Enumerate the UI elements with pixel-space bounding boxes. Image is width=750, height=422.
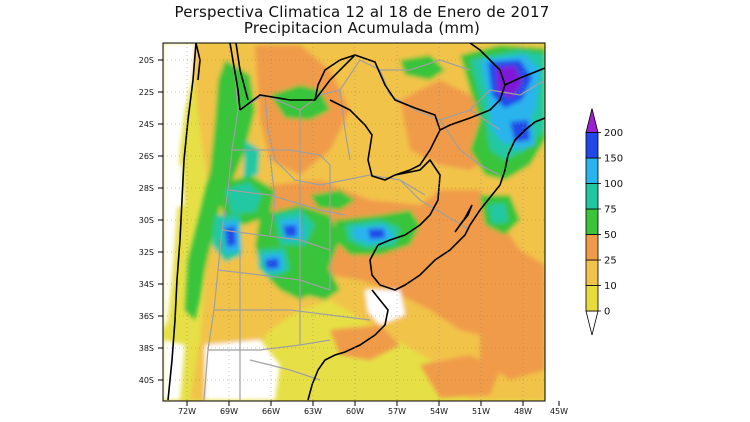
colorbar-level-label: 10 xyxy=(604,281,617,292)
colorbar-segment xyxy=(585,234,599,261)
colorbar-segment xyxy=(585,157,599,184)
lon-tick-label: 69W xyxy=(220,407,238,416)
colorbar-level-label: 0 xyxy=(604,307,610,318)
map-title: Perspectiva Climatica 12 al 18 de Enero … xyxy=(0,4,750,36)
colorbar-over-triangle xyxy=(585,108,599,133)
lat-tick-label: 32S xyxy=(139,248,154,257)
map-plot-area xyxy=(163,43,545,401)
lon-tick-label: 60W xyxy=(346,407,364,416)
colorbar-level-label: 200 xyxy=(604,128,623,139)
lat-tick-label: 24S xyxy=(139,120,154,129)
lat-tick-label: 28S xyxy=(139,184,154,193)
lat-tick-label: 30S xyxy=(139,216,154,225)
lat-tick-label: 20S xyxy=(139,56,154,65)
lon-tick-label: 72W xyxy=(178,407,196,416)
lon-tick-label: 48W xyxy=(514,407,532,416)
colorbar-segment xyxy=(585,285,599,312)
colorbar-level-label: 25 xyxy=(604,256,617,267)
colorbar-level-label: 100 xyxy=(604,179,623,190)
colorbar-level-label: 75 xyxy=(604,205,617,216)
lon-tick-label: 45W xyxy=(550,407,568,416)
colorbar-segment xyxy=(585,183,599,210)
colorbar-segment xyxy=(585,208,599,235)
colorbar-level-label: 50 xyxy=(604,230,617,241)
lat-tick-label: 36S xyxy=(139,312,154,321)
map-frame xyxy=(162,42,546,402)
lat-tick-label: 26S xyxy=(139,152,154,161)
colorbar-segment xyxy=(585,259,599,286)
colorbar-segment xyxy=(585,132,599,159)
country-province-borders xyxy=(203,43,545,401)
lon-tick-label: 66W xyxy=(262,407,280,416)
lat-tick-label: 34S xyxy=(139,280,154,289)
lat-tick-label: 38S xyxy=(139,344,154,353)
colorbar-level-label: 150 xyxy=(604,154,623,165)
lat-tick-label: 40S xyxy=(139,376,154,385)
title-line-2: Precipitacion Acumulada (mm) xyxy=(243,19,481,37)
lon-tick-label: 63W xyxy=(304,407,322,416)
lon-tick-label: 54W xyxy=(430,407,448,416)
title-line-1: Perspectiva Climatica 12 al 18 de Enero … xyxy=(174,3,550,21)
precip-contours xyxy=(163,43,545,400)
lat-tick-label: 22S xyxy=(139,88,154,97)
colorbar: 0 10 25 50 75 100 150 200 xyxy=(585,108,623,336)
lon-tick-label: 57W xyxy=(388,407,406,416)
colorbar-under-triangle xyxy=(585,310,599,336)
latitude-axis: 20S 22S 24S 26S 28S 30S 32S 34S 36S 38S 40S xyxy=(139,56,163,385)
longitude-axis: 72W 69W 66W 63W 60W 57W 54W 51W 48W 45W xyxy=(178,401,568,416)
lon-tick-label: 51W xyxy=(472,407,490,416)
coastline-national-borders xyxy=(167,43,545,401)
